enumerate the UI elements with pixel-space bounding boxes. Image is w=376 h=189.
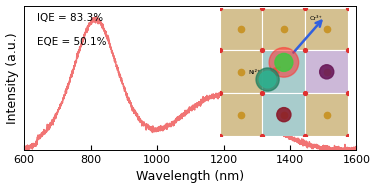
Circle shape bbox=[277, 108, 291, 122]
Text: EQE = 50.1%: EQE = 50.1% bbox=[37, 37, 107, 47]
X-axis label: Wavelength (nm): Wavelength (nm) bbox=[136, 170, 244, 184]
Y-axis label: Intensity (a.u.): Intensity (a.u.) bbox=[6, 32, 18, 124]
Text: IQE = 83.3%: IQE = 83.3% bbox=[37, 13, 103, 23]
Bar bbox=[262, 8, 305, 50]
Bar bbox=[220, 8, 262, 50]
Circle shape bbox=[269, 48, 299, 77]
Text: Cr³⁺: Cr³⁺ bbox=[309, 16, 322, 21]
Bar bbox=[262, 50, 305, 93]
Bar bbox=[220, 50, 262, 93]
Bar bbox=[305, 8, 348, 50]
Bar bbox=[220, 93, 262, 136]
Circle shape bbox=[256, 68, 279, 91]
Circle shape bbox=[275, 53, 293, 71]
Bar bbox=[262, 93, 305, 136]
Bar bbox=[305, 93, 348, 136]
Circle shape bbox=[259, 71, 276, 88]
Text: Ni²⁺: Ni²⁺ bbox=[248, 70, 260, 75]
Bar bbox=[305, 50, 348, 93]
Circle shape bbox=[320, 65, 334, 79]
